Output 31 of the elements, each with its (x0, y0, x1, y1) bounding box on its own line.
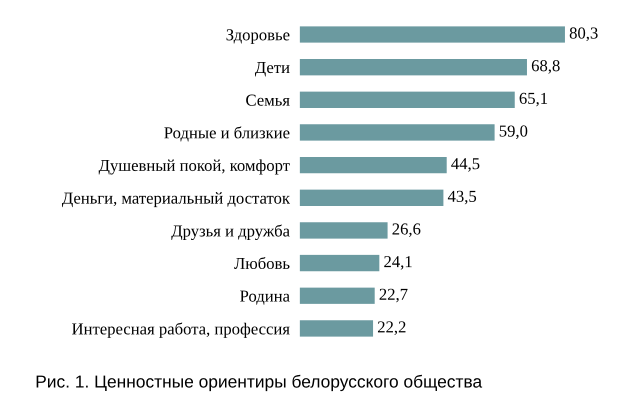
y-tick-label: Друзья и дружба (171, 224, 290, 240)
y-tick-label: Родина (240, 290, 290, 305)
data-label: 65,1 (520, 92, 548, 106)
data-label: 59,0 (500, 125, 528, 140)
data-label: 43,5 (448, 190, 476, 204)
y-tick-label: Деньги, материальный достаток (62, 192, 290, 208)
data-label: 26,6 (392, 223, 420, 238)
bar (300, 124, 495, 141)
y-tick-label: Любовь (234, 256, 290, 270)
bar (300, 26, 565, 43)
bar (300, 320, 374, 337)
y-tick-label: Душевный покой, комфорт (98, 159, 290, 175)
data-label: 24,1 (384, 256, 412, 270)
y-tick-label: Родные и близкие (164, 126, 290, 142)
bar (300, 254, 380, 272)
data-label: 44,5 (451, 158, 480, 172)
data-label: 80,3 (570, 27, 598, 42)
data-label: 22,7 (380, 288, 408, 302)
y-tick-label: Интересная работа, профессия (72, 322, 290, 338)
bar (300, 288, 375, 304)
bar (300, 58, 527, 76)
data-label: 22,2 (378, 321, 406, 335)
y-tick-label: Дети (254, 62, 290, 76)
y-tick-label: Здоровье (226, 29, 290, 44)
text: Рис. 1. Ценностные ориентиры белорусского общества (36, 374, 482, 392)
bar (300, 190, 444, 206)
data-label: 68,8 (532, 60, 560, 74)
bar (300, 222, 388, 239)
bar (300, 92, 515, 108)
bar (300, 156, 447, 174)
y-tick-label: Семья (246, 94, 290, 106)
